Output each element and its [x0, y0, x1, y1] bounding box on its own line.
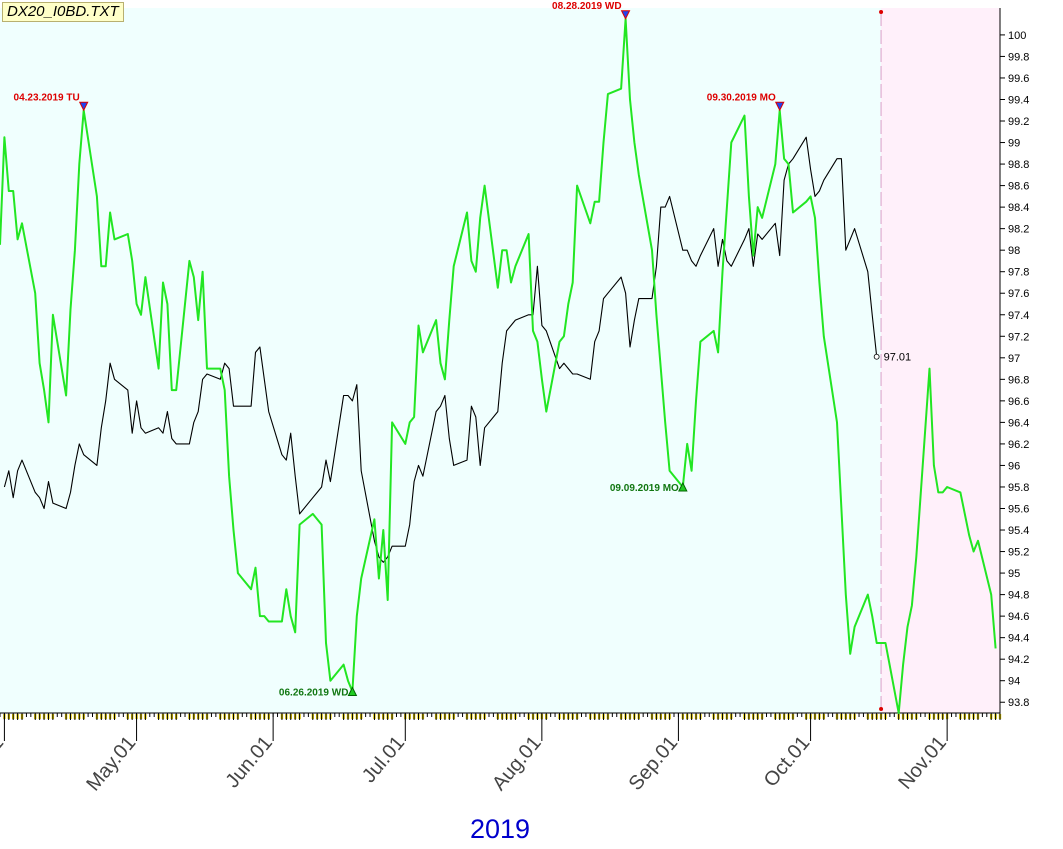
series-line-price — [3, 136, 878, 563]
plot-background — [0, 8, 1000, 713]
trough-marker — [678, 481, 688, 492]
y-tick-label: 99.4 — [1008, 94, 1029, 106]
y-tick-label: 95 — [1008, 568, 1020, 580]
y-tick-label: 95.8 — [1008, 482, 1029, 494]
trough-label: 06.26.2019 WD — [279, 687, 349, 698]
y-tick-label: 94 — [1008, 676, 1020, 688]
last-value-marker — [873, 353, 880, 360]
y-tick-label: 94.8 — [1008, 590, 1029, 602]
trough-marker — [347, 686, 358, 696]
y-axis: 93.8 94 94.2 94.4 94.6 94.8 95 95.2 95.4 95.6 95.8… — [999, 8, 1029, 713]
annotation-layer: 04.23.2019 TU 06.26.2019 WD 08.28.2019 WD 0… — [14, 1, 884, 711]
projection-top-marker — [879, 10, 884, 14]
x-month-label: May.01 — [82, 732, 140, 795]
peak-label: 09.30.2019 MO — [707, 92, 776, 103]
y-tick-label: 95.2 — [1008, 547, 1029, 559]
y-tick-label: 94.2 — [1008, 654, 1029, 666]
peak-label: 08.28.2019 WD — [552, 1, 622, 12]
y-tick-label: 94.4 — [1008, 633, 1029, 645]
trough-label: 09.09.2019 MO — [610, 483, 679, 494]
y-tick-label: 96.8 — [1008, 374, 1029, 386]
y-tick-label: 95.4 — [1008, 525, 1029, 537]
peak-marker — [774, 101, 785, 112]
y-tick-label: 99 — [1008, 138, 1020, 150]
y-tick-label: 100 — [1008, 30, 1026, 42]
y-tick-label: 98.4 — [1008, 202, 1029, 214]
y-tick-label: 98.2 — [1008, 224, 1029, 236]
x-month-label: Jul.01 — [358, 732, 409, 787]
y-tick-label: 97.6 — [1008, 288, 1029, 300]
last-value-label: 97.01 — [884, 352, 912, 364]
y-tick-label: 96.2 — [1008, 439, 1029, 451]
y-tick-label: 97.2 — [1008, 331, 1029, 343]
y-tick-label: 98.6 — [1008, 181, 1029, 193]
x-month-label: Oct.01 — [760, 732, 815, 791]
peak-marker — [620, 10, 631, 20]
series-layer: 97.01 — [0, 17, 997, 714]
y-tick-label: 97.4 — [1008, 310, 1029, 322]
year-label: 2019 — [469, 814, 531, 844]
y-tick-label: 98 — [1008, 245, 1020, 257]
x-axis: Apr.01 May.01 Jun.01 Jul.01 Aug.01 Sep.01 Oct.… — [0, 712, 1002, 795]
y-tick-label: 96.6 — [1008, 396, 1029, 408]
y-tick-label: 99.2 — [1008, 116, 1029, 128]
y-tick-label: 95.6 — [1008, 503, 1029, 515]
y-tick-label: 93.8 — [1008, 697, 1029, 709]
y-tick-label: 96 — [1008, 460, 1020, 472]
y-tick-label: 97 — [1008, 353, 1020, 365]
x-month-label: Nov.01 — [894, 732, 951, 794]
y-tick-label: 97.8 — [1008, 267, 1029, 279]
x-month-label: Jun.01 — [221, 732, 276, 792]
x-month-label: Aug.01 — [488, 732, 546, 795]
y-tick-label: 99.8 — [1008, 51, 1029, 63]
projection-bottom-marker — [879, 707, 884, 711]
projection-region — [881, 8, 1000, 713]
series-line-indicator — [0, 17, 997, 714]
file-label: DX20_I0BD.TXT — [2, 2, 124, 22]
peak-label: 04.23.2019 TU — [14, 92, 80, 103]
y-tick-label: 98.8 — [1008, 159, 1029, 171]
y-tick-label: 96.4 — [1008, 417, 1029, 429]
x-month-label: Sep.01 — [625, 732, 683, 795]
y-tick-label: 99.6 — [1008, 73, 1029, 85]
y-tick-label: 94.6 — [1008, 611, 1029, 623]
peak-marker — [78, 101, 89, 112]
